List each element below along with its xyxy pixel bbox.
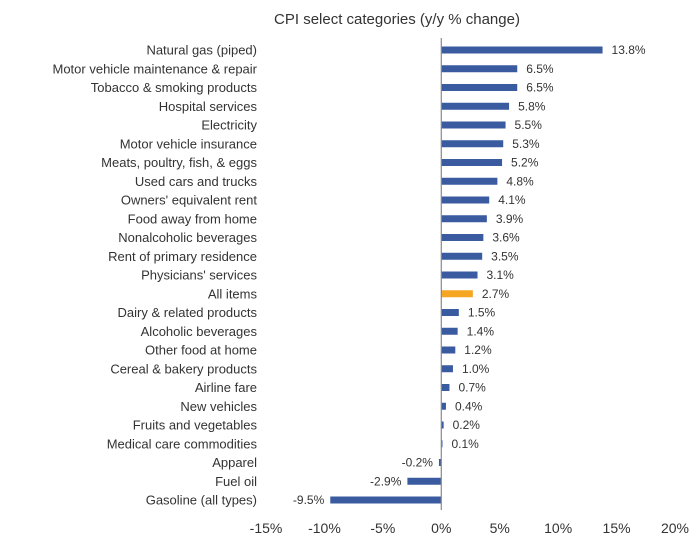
category-label-motor-vehicle-maintenance-repair: Motor vehicle maintenance & repair — [53, 61, 258, 76]
value-label-owners-equivalent-rent: 4.1% — [498, 193, 526, 207]
bar-motor-vehicle-maintenance-repair — [441, 65, 518, 73]
bar-physicians-services — [441, 271, 478, 279]
category-label-motor-vehicle-insurance: Motor vehicle insurance — [120, 136, 257, 151]
category-label-rent-of-primary-residence: Rent of primary residence — [108, 249, 257, 264]
value-label-fuel-oil: -2.9% — [370, 474, 402, 488]
bar-used-cars-and-trucks — [441, 177, 498, 185]
bar-motor-vehicle-insurance — [441, 140, 504, 148]
x-tick-label: 10% — [544, 520, 572, 536]
bar-meats-poultry-fish-eggs — [441, 159, 503, 166]
bar-food-away-from-home — [441, 215, 487, 223]
value-label-alcoholic-beverages: 1.4% — [467, 324, 495, 338]
value-label-hospital-services: 5.8% — [518, 99, 546, 113]
category-label-owners-equivalent-rent: Owners' equivalent rent — [121, 193, 258, 208]
category-label-hospital-services: Hospital services — [159, 99, 258, 114]
bar-gasoline-all-types — [330, 496, 442, 504]
bar-fruits-and-vegetables — [441, 421, 444, 429]
value-label-group: 13.8% 6.5% 6.5% 5.8% 5.5% 5.3% 5.2% 4.8% 4.1% 3.9… — [293, 43, 646, 507]
category-label-medical-care-commodities: Medical care commodities — [107, 436, 258, 451]
bar-fuel-oil — [407, 477, 442, 485]
value-label-motor-vehicle-insurance: 5.3% — [512, 137, 540, 151]
value-label-used-cars-and-trucks: 4.8% — [506, 174, 534, 188]
category-label-alcoholic-beverages: Alcoholic beverages — [141, 324, 258, 339]
bar-dairy-related-products — [441, 309, 459, 316]
x-tick-label: 15% — [603, 520, 631, 536]
category-label-other-food-at-home: Other food at home — [145, 343, 257, 358]
chart-title: CPI select categories (y/y % change) — [274, 11, 520, 28]
value-label-meats-poultry-fish-eggs: 5.2% — [511, 156, 539, 170]
category-label-dairy-related-products: Dairy & related products — [118, 305, 258, 320]
value-label-food-away-from-home: 3.9% — [496, 212, 524, 226]
x-tick-label: 5% — [490, 520, 510, 536]
value-label-rent-of-primary-residence: 3.5% — [491, 249, 519, 263]
value-label-other-food-at-home: 1.2% — [464, 343, 492, 357]
bar-airline-fare — [441, 384, 450, 391]
category-label-cereal-bakery-products: Cereal & bakery products — [110, 361, 257, 376]
value-label-fruits-and-vegetables: 0.2% — [453, 418, 481, 432]
x-tick-label: -5% — [370, 520, 395, 536]
value-label-apparel: -0.2% — [402, 456, 434, 470]
category-label-used-cars-and-trucks: Used cars and trucks — [135, 174, 258, 189]
category-label-physicians-services: Physicians' services — [141, 268, 257, 283]
bar-cereal-bakery-products — [441, 365, 453, 373]
bar-alcoholic-beverages — [441, 327, 458, 335]
bar-apparel — [438, 459, 442, 466]
category-label-fruits-and-vegetables: Fruits and vegetables — [133, 418, 258, 433]
bar-nonalcoholic-beverages — [441, 234, 484, 241]
bar-other-food-at-home — [441, 346, 456, 354]
category-label-group: Natural gas (piped) Motor vehicle mainten… — [53, 43, 258, 508]
value-label-airline-fare: 0.7% — [458, 381, 486, 395]
value-label-physicians-services: 3.1% — [487, 268, 515, 282]
category-label-gasoline-all-types: Gasoline (all types) — [146, 493, 257, 508]
bar-all-items — [441, 290, 473, 298]
value-label-medical-care-commodities: 0.1% — [451, 437, 479, 451]
category-label-new-vehicles: New vehicles — [180, 399, 257, 414]
x-tick-label: 20% — [661, 520, 689, 536]
bar-new-vehicles — [441, 402, 446, 410]
value-label-dairy-related-products: 1.5% — [468, 306, 496, 320]
bar-hospital-services — [441, 102, 510, 110]
category-label-nonalcoholic-beverages: Nonalcoholic beverages — [118, 230, 257, 245]
value-label-tobacco-smoking-products: 6.5% — [526, 81, 554, 95]
bar-rent-of-primary-residence — [441, 252, 483, 260]
category-label-food-away-from-home: Food away from home — [128, 211, 257, 226]
value-label-nonalcoholic-beverages: 3.6% — [492, 231, 520, 245]
value-label-motor-vehicle-maintenance-repair: 6.5% — [526, 62, 554, 76]
x-tick-label: 0% — [431, 520, 451, 536]
value-label-gasoline-all-types: -9.5% — [293, 493, 325, 507]
value-label-new-vehicles: 0.4% — [455, 399, 483, 413]
bar-electricity — [441, 121, 506, 129]
value-label-all-items: 2.7% — [482, 287, 510, 301]
bar-natural-gas-piped — [441, 46, 603, 54]
category-label-meats-poultry-fish-eggs: Meats, poultry, fish, & eggs — [101, 155, 257, 170]
category-label-tobacco-smoking-products: Tobacco & smoking products — [91, 80, 258, 95]
value-label-cereal-bakery-products: 1.0% — [462, 362, 490, 376]
category-label-electricity: Electricity — [201, 118, 257, 133]
category-label-natural-gas-piped: Natural gas (piped) — [146, 43, 257, 58]
category-label-fuel-oil: Fuel oil — [215, 474, 257, 489]
x-tick-label: -15% — [250, 520, 283, 536]
category-label-apparel: Apparel — [212, 455, 257, 470]
category-label-airline-fare: Airline fare — [195, 380, 257, 395]
bar-tobacco-smoking-products — [441, 84, 518, 91]
category-label-all-items: All items — [208, 286, 258, 301]
value-label-natural-gas-piped: 13.8% — [612, 43, 646, 57]
value-label-electricity: 5.5% — [515, 118, 543, 132]
bar-owners-equivalent-rent — [441, 196, 490, 204]
bar-group — [330, 38, 603, 510]
x-axis-ticks: -15% -10% -5% 0% 5% 10% 15% 20% — [250, 520, 689, 536]
x-tick-label: -10% — [308, 520, 341, 536]
